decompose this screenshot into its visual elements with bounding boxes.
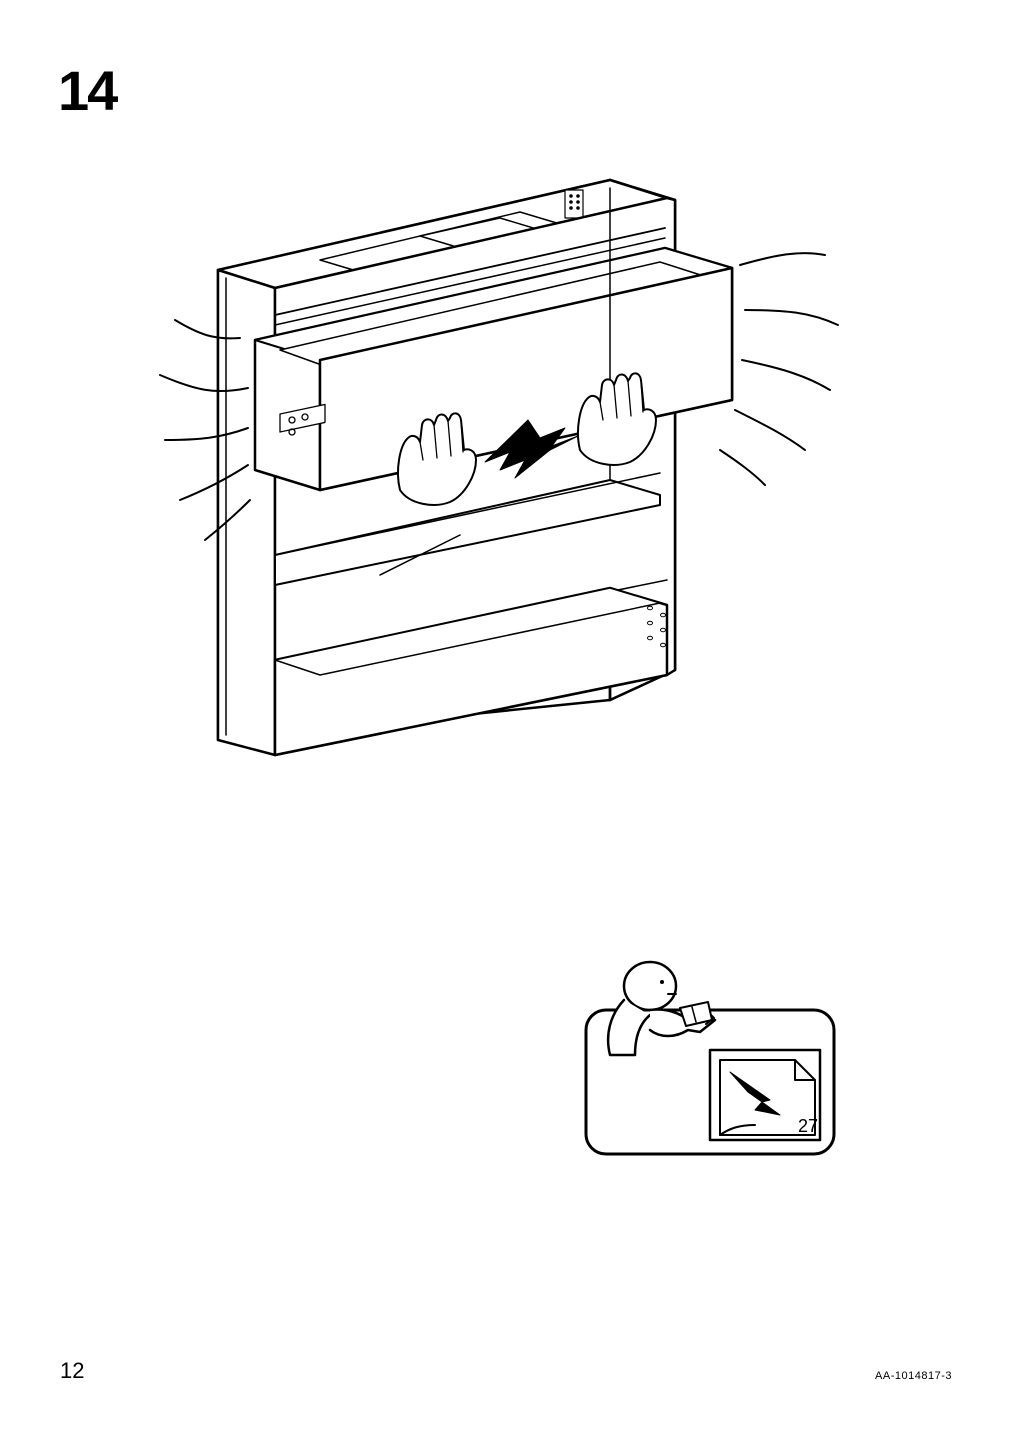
step-number: 14 <box>58 58 116 123</box>
callout-page-ref: 27 <box>798 1116 818 1136</box>
main-assembly-diagram <box>120 140 860 800</box>
page-number: 12 <box>60 1358 84 1384</box>
document-code: AA-1014817-3 <box>875 1370 952 1382</box>
reference-callout: 27 <box>580 960 840 1160</box>
action-lines-right <box>720 253 838 485</box>
instruction-page: 14 <box>0 0 1012 1432</box>
